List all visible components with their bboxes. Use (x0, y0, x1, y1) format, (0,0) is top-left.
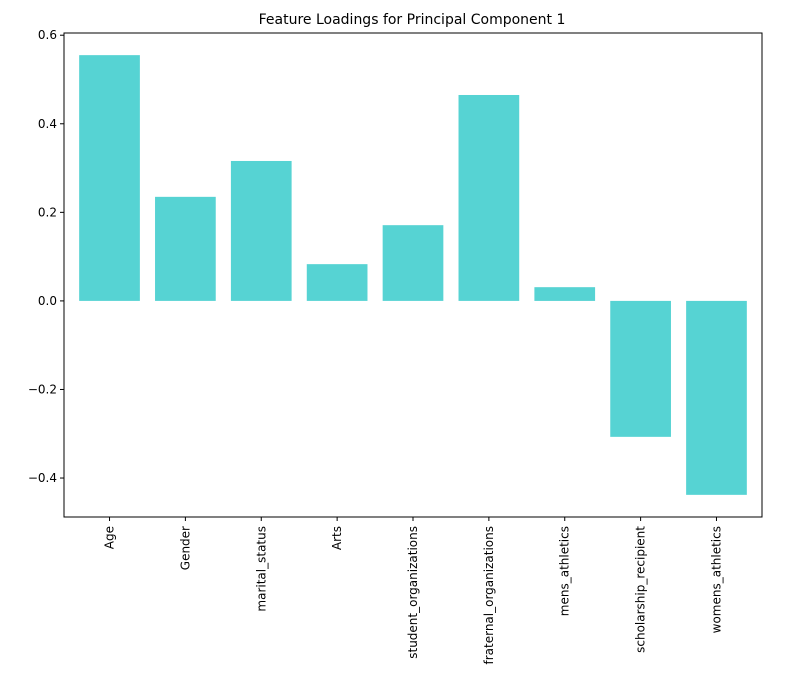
x-tick-label: Age (103, 526, 117, 549)
x-axis-ticks: Age Gender marital_status Arts student_organ… (103, 517, 723, 664)
y-axis-ticks: −0.4 −0.2 0.0 0.2 0.4 0.6 (28, 28, 64, 485)
bar-gender (155, 196, 216, 301)
x-tick-label: Gender (178, 526, 192, 570)
y-tick-label: 0.0 (38, 294, 57, 308)
bar-student-organizations (382, 225, 444, 301)
x-tick-label: fraternal_organizations (482, 526, 496, 664)
x-tick-label: student_organizations (406, 526, 420, 659)
y-tick-label: 0.6 (38, 28, 57, 42)
x-tick-label: womens_athletics (709, 526, 723, 633)
bars-group (79, 55, 747, 495)
y-tick-label: −0.2 (28, 382, 57, 396)
x-tick-label: marital_status (254, 526, 268, 612)
y-tick-label: 0.4 (38, 117, 57, 131)
x-tick-label: mens_athletics (558, 526, 572, 616)
y-tick-label: 0.2 (38, 205, 57, 219)
bar-womens-athletics (686, 300, 747, 495)
y-tick-label: −0.4 (28, 471, 57, 485)
x-tick-label: Arts (330, 526, 344, 550)
bar-marital-status (230, 160, 292, 301)
plot-frame (63, 32, 763, 518)
bar-arts (306, 264, 368, 301)
bar-mens-athletics (534, 287, 596, 301)
bar-fraternal-organizations (458, 94, 520, 301)
bar-scholarship-recipient (610, 300, 671, 437)
x-tick-label: scholarship_recipient (634, 526, 648, 653)
bar-age (79, 55, 140, 301)
chart-title: Feature Loadings for Principal Component… (259, 12, 566, 28)
